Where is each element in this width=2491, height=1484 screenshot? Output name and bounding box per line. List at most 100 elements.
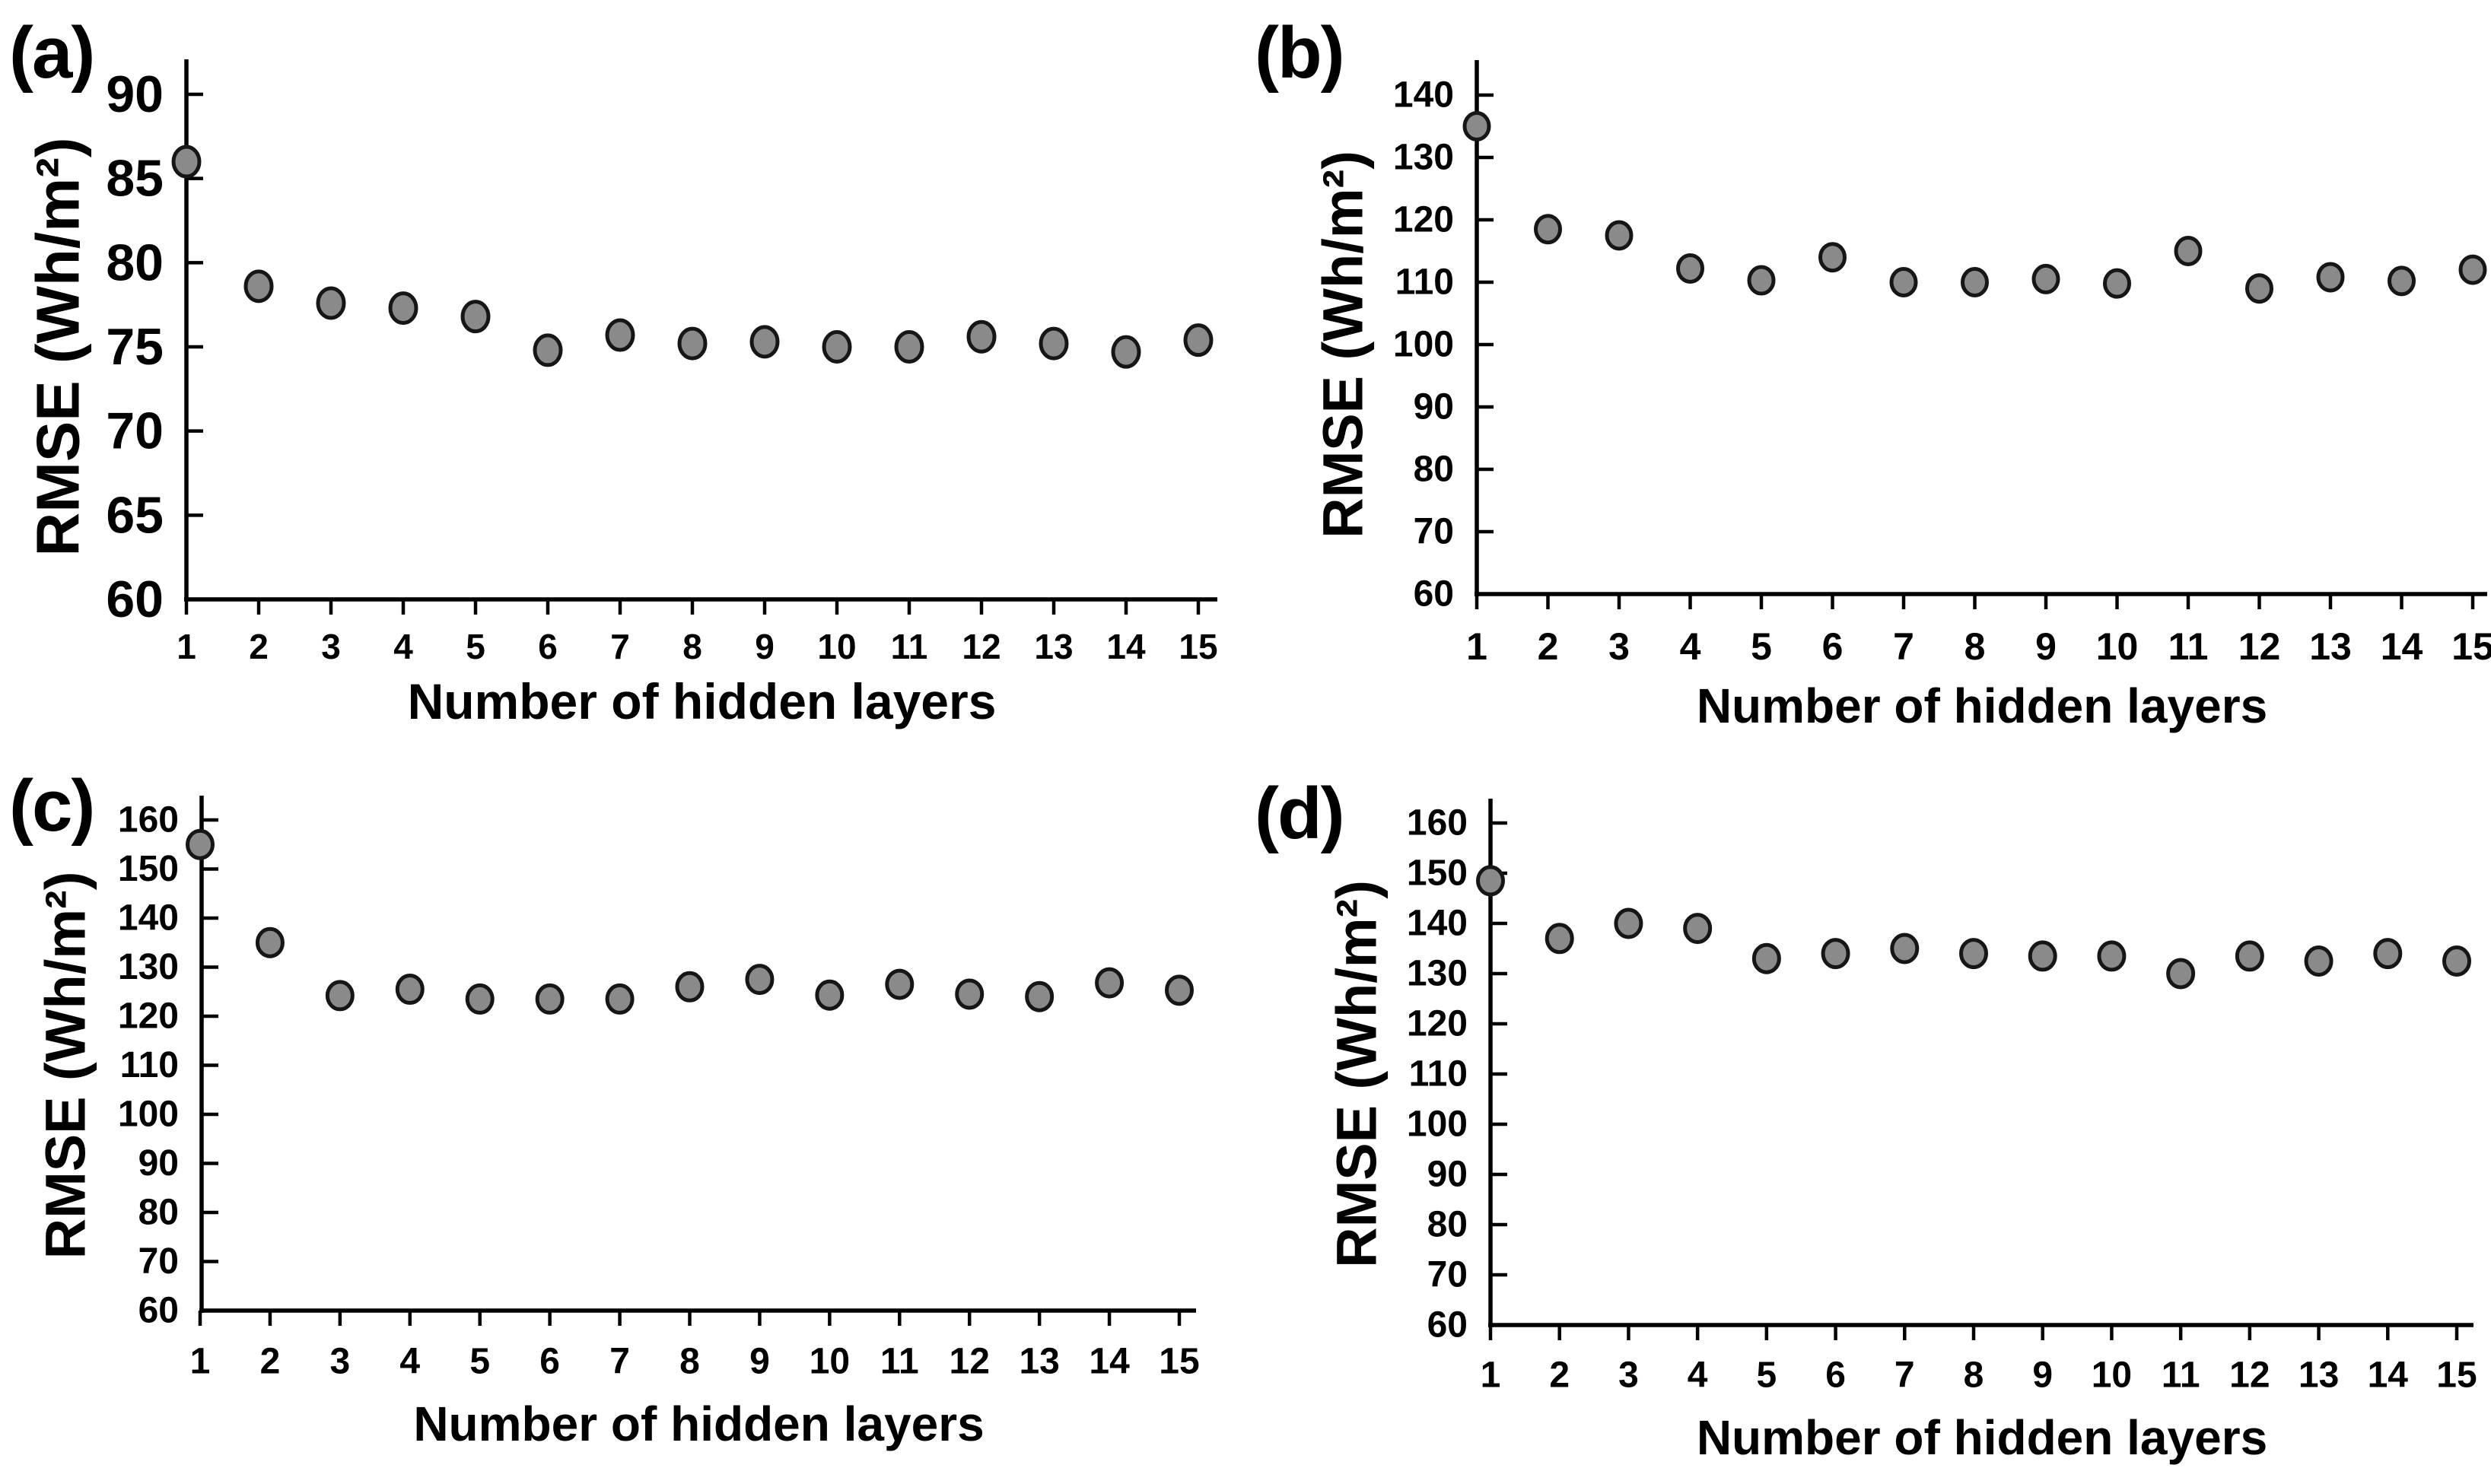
data-point	[1683, 913, 1713, 945]
data-point	[465, 983, 495, 1015]
data-point	[2373, 938, 2403, 970]
data-point	[255, 926, 285, 958]
x-tick-label: 9	[2035, 625, 2057, 668]
y-tick-label: 110	[1395, 262, 1454, 303]
data-point	[605, 983, 635, 1015]
x-tick-label: 12	[962, 627, 1001, 666]
data-point	[2031, 263, 2060, 294]
y-tick-label: 130	[118, 947, 179, 987]
y-tick-label: 90	[138, 1143, 179, 1184]
data-point	[186, 828, 215, 860]
x-tick-label: 12	[950, 1342, 990, 1382]
x-tick-label: 4	[399, 1342, 420, 1382]
data-point	[2245, 273, 2273, 304]
x-tick-label: 9	[755, 627, 775, 666]
data-point	[316, 286, 346, 320]
data-point	[1889, 267, 1918, 297]
x-tick-label: 11	[2168, 625, 2209, 668]
x-tick-label: 1	[177, 627, 196, 666]
x-tick-label: 11	[880, 1342, 919, 1382]
data-point	[395, 974, 425, 1006]
x-tick-label: 13	[1034, 627, 1073, 666]
y-tick-label: 80	[1414, 450, 1454, 490]
y-tick-label: 120	[1407, 1004, 1468, 1044]
data-point	[535, 983, 565, 1015]
x-tick-label: 15	[1179, 627, 1217, 666]
x-tick-label: 10	[817, 627, 856, 666]
y-tick-label: 90	[1427, 1155, 1468, 1195]
x-tick-label: 14	[1106, 627, 1146, 666]
data-point	[2097, 940, 2127, 972]
data-point	[2028, 940, 2057, 972]
x-tick-label: 15	[1159, 1342, 1199, 1382]
x-tick-label: 2	[260, 1342, 281, 1382]
data-point	[388, 291, 418, 326]
data-point	[1751, 942, 1781, 974]
y-tick-label: 80	[138, 1193, 179, 1233]
data-point	[1605, 220, 1634, 251]
y-tick-label: 150	[118, 849, 179, 889]
panel-label-c: (c)	[9, 765, 95, 847]
y-axis-title: RMSE (Wh/m²)	[1325, 880, 1389, 1268]
data-point	[171, 145, 202, 179]
data-point	[815, 979, 845, 1011]
data-point	[822, 330, 852, 364]
x-tick-label: 8	[679, 1342, 700, 1382]
y-tick-label: 100	[1407, 1104, 1468, 1145]
x-axis-title: Number of hidden layers	[1697, 1410, 2267, 1465]
data-point	[2166, 958, 2196, 990]
x-tick-label: 4	[1680, 625, 1701, 668]
x-tick-label: 15	[2451, 625, 2491, 668]
data-point	[1747, 265, 1776, 296]
data-point	[675, 971, 705, 1003]
x-tick-label: 6	[1822, 625, 1844, 668]
y-tick-label: 70	[1414, 512, 1454, 552]
x-tick-label: 1	[1481, 1355, 1501, 1396]
y-tick-label: 140	[1407, 904, 1468, 944]
data-point	[2388, 265, 2416, 297]
data-point	[2304, 945, 2334, 977]
y-tick-label: 75	[106, 318, 164, 376]
x-tick-label: 2	[1549, 1355, 1570, 1396]
x-tick-label: 8	[1964, 625, 1986, 668]
panel-label-b: (b)	[1255, 12, 1345, 94]
data-point	[1890, 933, 1920, 964]
x-tick-label: 4	[1688, 1355, 1708, 1396]
y-tick-label: 150	[1407, 853, 1468, 894]
y-tick-label: 130	[1393, 138, 1454, 178]
y-tick-label: 60	[1414, 574, 1454, 615]
x-tick-label: 4	[393, 627, 413, 666]
data-point	[533, 333, 563, 367]
y-tick-label: 70	[1427, 1255, 1468, 1295]
data-point	[1961, 267, 1989, 297]
data-point	[1095, 967, 1125, 999]
y-tick-label: 65	[106, 486, 164, 544]
x-tick-label: 7	[1894, 1355, 1915, 1396]
data-point	[894, 330, 924, 364]
data-point	[605, 318, 635, 352]
x-tick-label: 11	[891, 627, 928, 666]
y-tick-label: 85	[106, 150, 164, 208]
data-point	[1462, 111, 1491, 141]
data-point	[885, 968, 915, 1000]
data-point	[966, 319, 997, 354]
data-point	[749, 325, 780, 359]
y-tick-label: 110	[120, 1045, 179, 1085]
x-tick-label: 13	[1019, 1342, 1059, 1382]
x-tick-label: 14	[1089, 1342, 1130, 1382]
data-point	[2442, 945, 2471, 977]
y-tick-label: 70	[106, 402, 164, 460]
x-tick-label: 6	[539, 1342, 560, 1382]
data-point	[2235, 940, 2264, 972]
data-point	[2458, 254, 2487, 285]
data-point	[1534, 214, 1562, 245]
y-tick-label: 120	[1393, 200, 1454, 240]
x-tick-label: 14	[2368, 1355, 2409, 1396]
x-tick-label: 1	[1466, 625, 1487, 668]
data-point	[2174, 236, 2203, 266]
x-axis-title: Number of hidden layers	[408, 673, 997, 729]
x-tick-label: 5	[1751, 625, 1772, 668]
